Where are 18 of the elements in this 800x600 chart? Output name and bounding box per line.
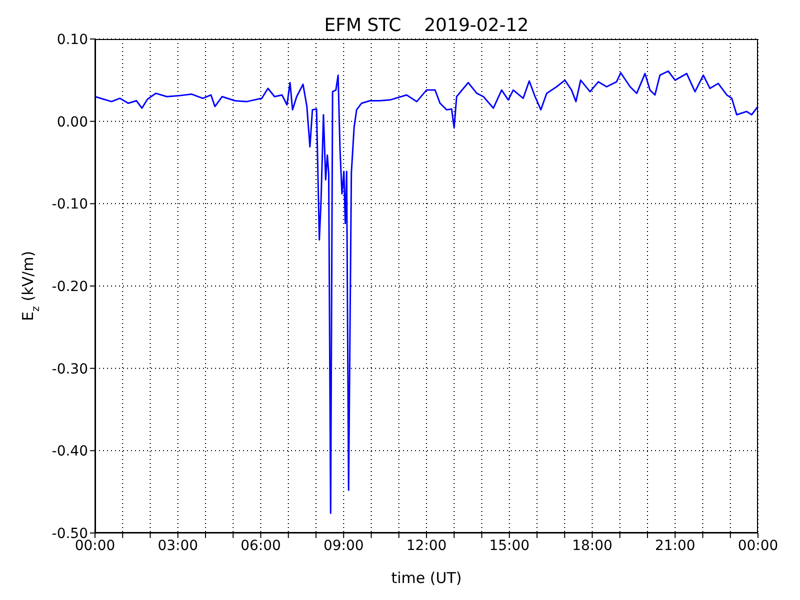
x-tick-label: 18:00	[572, 538, 612, 554]
x-tick-label: 21:00	[654, 538, 696, 554]
y-tick-label: -0.20	[52, 278, 88, 295]
x-axis-title: time (UT)	[391, 569, 462, 587]
x-tick-label: 12:00	[406, 538, 447, 554]
x-tick-label: 15:00	[489, 538, 530, 554]
y-tick-label: -0.40	[52, 444, 88, 460]
chart-title: EFM STC 2019-02-12	[324, 15, 529, 36]
y-tick-label: -0.30	[52, 361, 88, 378]
x-tick-label: 09:00	[323, 538, 364, 554]
y-tick-label: 0.10	[56, 32, 88, 48]
x-tick-label: 00:00	[74, 538, 116, 554]
x-tick-label: 00:00	[738, 538, 778, 554]
line-series	[95, 70, 758, 514]
y-tick-label: -0.10	[52, 196, 88, 213]
x-tick-label: 03:00	[158, 538, 198, 554]
x-tick-label: 06:00	[240, 538, 281, 554]
y-tick-label: 0.00	[56, 114, 88, 130]
